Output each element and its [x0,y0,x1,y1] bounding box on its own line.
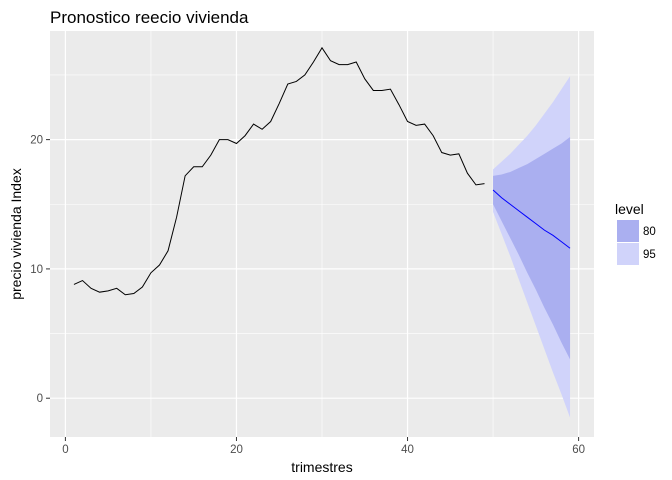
forecast-mean-line [492,189,571,249]
legend-title: level [615,201,644,217]
y-tick-label: 20 [30,135,43,147]
y-axis-title: precio vivienda Index [8,168,24,300]
y-tick-label: 10 [30,264,43,276]
grid-minor [50,31,594,437]
x-axis: 0 20 40 60 [62,437,585,456]
legend-label-95: 95 [643,249,656,261]
x-tick-label: 60 [572,444,585,456]
legend-key-95 [617,243,639,265]
x-tick-label: 20 [230,444,243,456]
x-axis-title: trimestres [291,459,352,475]
y-tick-label: 0 [37,393,43,405]
y-axis: 0 10 20 [30,135,50,405]
x-tick-label: 0 [62,444,68,456]
legend-label-80: 80 [643,226,656,238]
forecast-band-80 [493,137,571,360]
history-series-line [73,46,485,296]
grid-major [50,31,594,437]
legend: level 80 95 [615,201,656,265]
chart-title: Pronostico reecio vivienda [50,8,249,27]
legend-key-80 [617,220,639,242]
x-tick-label: 40 [401,444,414,456]
